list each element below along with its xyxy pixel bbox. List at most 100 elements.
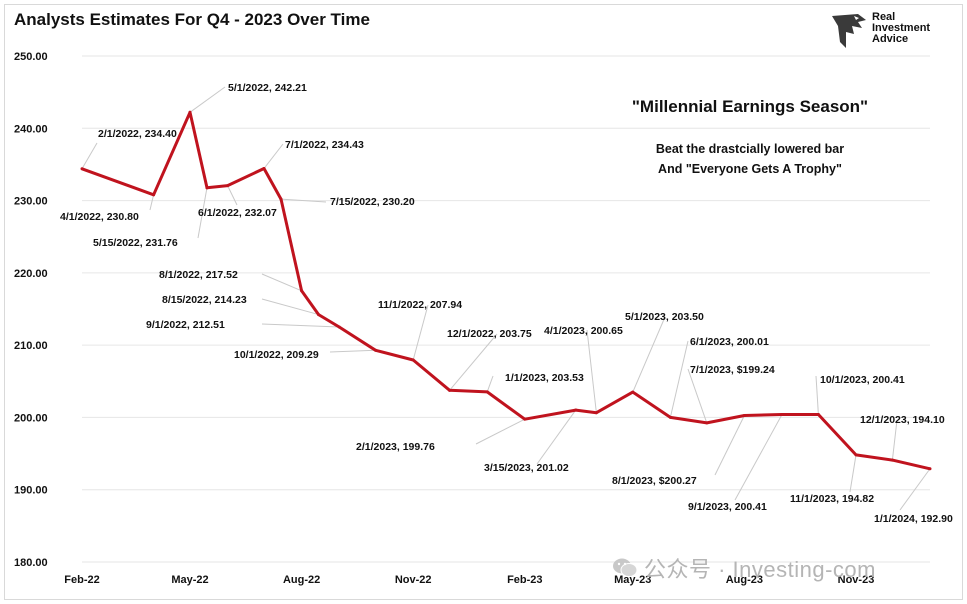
y-tick-label: 200.00 bbox=[14, 412, 48, 424]
leader-line bbox=[536, 409, 577, 465]
data-label: 4/1/2022, 230.80 bbox=[60, 211, 139, 223]
leader-line bbox=[189, 86, 226, 113]
data-point bbox=[80, 167, 84, 171]
data-point bbox=[205, 186, 209, 190]
data-label: 8/15/2022, 214.23 bbox=[162, 294, 247, 306]
x-tick-label: May-22 bbox=[171, 574, 208, 586]
data-label: 10/1/2022, 209.29 bbox=[234, 349, 319, 361]
annotation-title: "Millennial Earnings Season" bbox=[631, 97, 869, 116]
leader-line bbox=[586, 329, 597, 413]
x-tick-label: Nov-23 bbox=[838, 574, 875, 586]
data-point bbox=[188, 110, 192, 114]
data-point bbox=[374, 348, 378, 352]
leader-line bbox=[815, 375, 819, 415]
leader-line bbox=[263, 143, 284, 169]
x-tick-label: May-23 bbox=[614, 574, 651, 586]
data-label: 7/15/2022, 230.20 bbox=[330, 196, 415, 208]
x-tick-label: Nov-22 bbox=[395, 574, 432, 586]
data-point bbox=[337, 325, 341, 329]
x-tick-label: Feb-23 bbox=[507, 574, 542, 586]
leader-line bbox=[687, 368, 708, 424]
y-tick-label: 190.00 bbox=[14, 485, 48, 497]
y-tick-label: 180.00 bbox=[14, 557, 48, 569]
leader-line bbox=[632, 316, 666, 393]
y-tick-label: 250.00 bbox=[14, 51, 48, 63]
leader-line bbox=[734, 414, 783, 501]
data-point bbox=[411, 358, 415, 362]
data-label: 7/1/2023, $199.24 bbox=[690, 364, 775, 376]
data-point bbox=[262, 167, 266, 171]
x-tick-label: Aug-23 bbox=[726, 574, 763, 586]
series-line bbox=[81, 110, 931, 471]
data-label: 2/1/2022, 234.40 bbox=[98, 128, 177, 140]
leader-line bbox=[261, 298, 319, 316]
leader-line bbox=[412, 304, 429, 361]
real-investment-advice-logo: Real Investment Advice bbox=[828, 12, 948, 52]
leader-line bbox=[227, 185, 238, 206]
data-point bbox=[152, 193, 156, 197]
leader-line bbox=[486, 375, 494, 393]
data-point bbox=[780, 412, 784, 416]
data-label: 1/1/2024, 192.90 bbox=[874, 513, 953, 525]
annotation-line-1: Beat the drastcially lowered bar bbox=[655, 142, 845, 156]
data-label: 6/1/2023, 200.01 bbox=[690, 336, 769, 348]
annotation-line-2: And "Everyone Gets A Trophy" bbox=[658, 162, 842, 176]
data-label: 4/1/2023, 200.65 bbox=[544, 325, 623, 337]
y-tick-label: 220.00 bbox=[14, 268, 48, 280]
data-point bbox=[742, 413, 746, 417]
watermark-text: 公众号 · Investing-com bbox=[644, 557, 876, 582]
x-tick-label: Feb-22 bbox=[64, 574, 99, 586]
data-point bbox=[594, 411, 598, 415]
data-label: 9/1/2023, 200.41 bbox=[688, 501, 767, 513]
leader-line bbox=[669, 340, 689, 418]
data-label: 1/1/2023, 203.53 bbox=[505, 372, 584, 384]
leader-line bbox=[849, 454, 857, 493]
leader-line bbox=[197, 187, 208, 239]
chart-title: Analysts Estimates For Q4 - 2023 Over Ti… bbox=[14, 10, 370, 29]
data-point bbox=[448, 388, 452, 392]
leader-line bbox=[149, 194, 155, 211]
data-label: 6/1/2022, 232.07 bbox=[198, 207, 277, 219]
leader-line bbox=[891, 419, 898, 461]
data-point bbox=[523, 417, 527, 421]
leader-line bbox=[899, 468, 931, 511]
data-label: 12/1/2022, 203.75 bbox=[447, 328, 532, 340]
data-point bbox=[854, 453, 858, 457]
data-point bbox=[226, 184, 230, 188]
data-point bbox=[928, 467, 932, 471]
data-point bbox=[705, 421, 709, 425]
data-label: 5/1/2023, 203.50 bbox=[625, 311, 704, 323]
wechat-icon bbox=[612, 557, 638, 585]
data-label: 11/1/2023, 194.82 bbox=[790, 493, 874, 505]
y-tick-label: 240.00 bbox=[14, 123, 48, 135]
data-label: 2/1/2023, 199.76 bbox=[356, 441, 435, 453]
data-label: 12/1/2023, 194.10 bbox=[860, 414, 945, 426]
leader-line bbox=[714, 415, 745, 476]
data-label: 5/15/2022, 231.76 bbox=[93, 237, 178, 249]
logo-line-2: Investment bbox=[872, 22, 931, 34]
data-point bbox=[574, 408, 578, 412]
data-point bbox=[816, 412, 820, 416]
data-label: 10/1/2023, 200.41 bbox=[820, 374, 905, 386]
data-point bbox=[485, 390, 489, 394]
watermark: 公众号 · Investing-com bbox=[612, 552, 876, 585]
leader-line bbox=[475, 418, 526, 445]
logo-line-3: Advice bbox=[872, 33, 909, 45]
data-point bbox=[668, 415, 672, 419]
data-label: 3/15/2023, 201.02 bbox=[484, 462, 569, 474]
leader-line bbox=[449, 333, 498, 391]
leader-line bbox=[261, 323, 340, 328]
y-tick-label: 210.00 bbox=[14, 340, 48, 352]
eagle-icon bbox=[832, 14, 866, 48]
data-label: 7/1/2022, 234.43 bbox=[285, 139, 364, 151]
data-point bbox=[890, 458, 894, 462]
data-point bbox=[279, 197, 283, 201]
data-point bbox=[300, 289, 304, 293]
data-label: 11/1/2022, 207.94 bbox=[378, 299, 462, 311]
y-tick-label: 230.00 bbox=[14, 196, 48, 208]
leader-line bbox=[329, 349, 376, 353]
leader-line bbox=[261, 273, 302, 292]
data-label: 5/1/2022, 242.21 bbox=[228, 82, 307, 94]
chart-frame bbox=[4, 4, 963, 600]
